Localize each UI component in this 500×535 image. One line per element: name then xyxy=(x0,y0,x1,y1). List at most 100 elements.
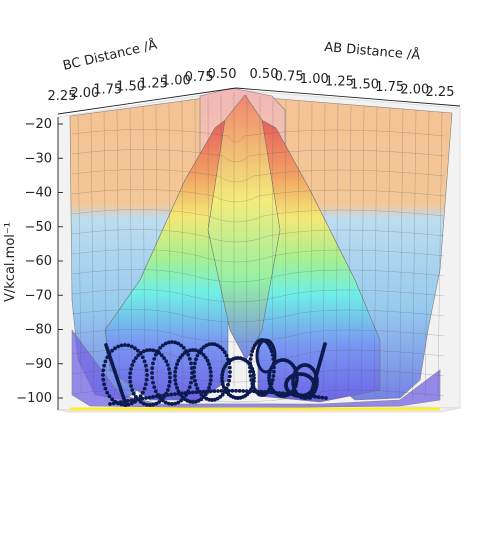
trajectory-point xyxy=(320,395,325,400)
trajectory-point xyxy=(255,389,260,394)
trajectory-point xyxy=(226,382,230,387)
trajectory-point xyxy=(172,392,177,396)
trajectory-point xyxy=(161,398,165,403)
trajectory-point xyxy=(250,381,255,386)
trajectory-point xyxy=(144,368,149,373)
ab-tick-label: 2.00 xyxy=(400,82,429,97)
trajectory-point xyxy=(212,342,217,347)
z-tick-label: −60 xyxy=(25,254,52,269)
trajectory-point xyxy=(176,391,181,396)
trajectory-point xyxy=(175,385,179,390)
trajectory-point xyxy=(248,357,253,361)
trajectory-point xyxy=(179,343,184,348)
trajectory-point xyxy=(208,382,213,386)
trajectory-point xyxy=(111,401,116,406)
trajectory-point xyxy=(277,391,282,395)
trajectory-point xyxy=(251,369,256,374)
mesh-contour xyxy=(71,229,445,243)
trajectory-point xyxy=(208,366,213,370)
trajectory-point xyxy=(192,365,197,370)
trajectory-point xyxy=(176,341,181,346)
trajectory-point xyxy=(128,379,133,384)
trajectory-point xyxy=(126,399,130,403)
trajectory-point xyxy=(101,368,106,373)
ab-ticks: 0.500.751.001.251.501.752.002.25 xyxy=(250,67,455,100)
trajectory-point xyxy=(180,391,184,396)
trajectory-point xyxy=(167,401,171,406)
trajectory-point xyxy=(151,361,155,366)
trajectory-point xyxy=(154,394,159,399)
trajectory-point xyxy=(236,396,240,400)
trajectory-point xyxy=(142,359,147,364)
trajectory-point xyxy=(161,343,165,348)
trajectory-point xyxy=(139,351,143,355)
z-tick-label: −100 xyxy=(16,391,52,406)
trajectory-point xyxy=(250,349,255,354)
trajectory-point xyxy=(108,402,112,406)
trajectory-point xyxy=(129,367,133,371)
trajectory-point xyxy=(178,355,183,360)
trajectory-point xyxy=(266,390,271,395)
trajectory-point xyxy=(129,344,134,349)
trajectory-point xyxy=(173,370,178,374)
trajectory-point xyxy=(195,386,200,391)
trajectory-point xyxy=(173,374,177,378)
trajectory-point xyxy=(167,340,171,345)
z-ticks: −20 −30 −40 −50 −60 −70 −80 −90 −100 xyxy=(16,117,63,406)
trajectory-point xyxy=(167,367,171,371)
trajectory-point xyxy=(224,353,229,358)
trajectory-point xyxy=(173,378,178,382)
trajectory-point xyxy=(133,397,138,402)
ab-axis-label: AB Distance /Å xyxy=(324,39,421,63)
trajectory-point xyxy=(162,356,167,360)
trajectory-point xyxy=(220,373,225,377)
trajectory-point xyxy=(313,394,318,399)
trajectory-point xyxy=(273,390,278,395)
trajectory-point xyxy=(129,384,133,388)
trajectory-point xyxy=(298,394,302,398)
mesh-contour xyxy=(71,169,445,183)
z-tick-label: −40 xyxy=(25,186,52,201)
mesh-line xyxy=(361,105,365,393)
trajectory-point xyxy=(118,400,123,404)
trajectory-point xyxy=(223,389,228,393)
trajectory-point xyxy=(145,373,149,377)
bc-axis-label: BC Distance /Å xyxy=(61,37,158,74)
trajectory-point xyxy=(110,348,114,353)
mesh-contour xyxy=(71,149,445,163)
trajectory-point xyxy=(170,402,174,406)
trajectory-point xyxy=(220,382,225,387)
trajectory-point xyxy=(237,389,242,393)
mesh-line xyxy=(284,99,287,399)
trajectory-loop xyxy=(255,338,277,374)
trajectory-point xyxy=(295,376,299,380)
trajectory-point xyxy=(183,391,188,395)
trajectory-point xyxy=(227,365,232,370)
trajectory-point xyxy=(163,400,168,405)
trajectory-point xyxy=(251,346,256,350)
trajectory-point xyxy=(294,381,299,386)
trajectory-point xyxy=(174,382,178,386)
trajectory-point xyxy=(153,389,158,394)
ab-tick-label: 1.50 xyxy=(350,77,379,92)
trajectory-point xyxy=(147,395,152,400)
trajectory-point xyxy=(219,389,224,393)
trajectory xyxy=(101,338,328,407)
trajectory-point xyxy=(141,349,146,354)
trajectory-point xyxy=(136,397,141,401)
mesh-line xyxy=(437,111,443,395)
trajectory-point xyxy=(140,396,145,401)
bc-tick-label: 1.00 xyxy=(162,73,191,88)
mesh-line xyxy=(194,99,196,394)
trajectory-point xyxy=(151,380,155,385)
trajectory-point xyxy=(268,346,273,350)
trajectory-point xyxy=(208,389,213,394)
trajectory-point xyxy=(207,397,212,402)
trajectory-point xyxy=(252,389,256,394)
ab-tick-label: 0.50 xyxy=(250,67,279,82)
trajectory-point xyxy=(270,378,275,382)
trajectory-point xyxy=(253,343,257,348)
z-tick-label: −70 xyxy=(25,288,52,303)
trajectory-point xyxy=(168,375,172,380)
trajectory-point xyxy=(159,353,164,358)
